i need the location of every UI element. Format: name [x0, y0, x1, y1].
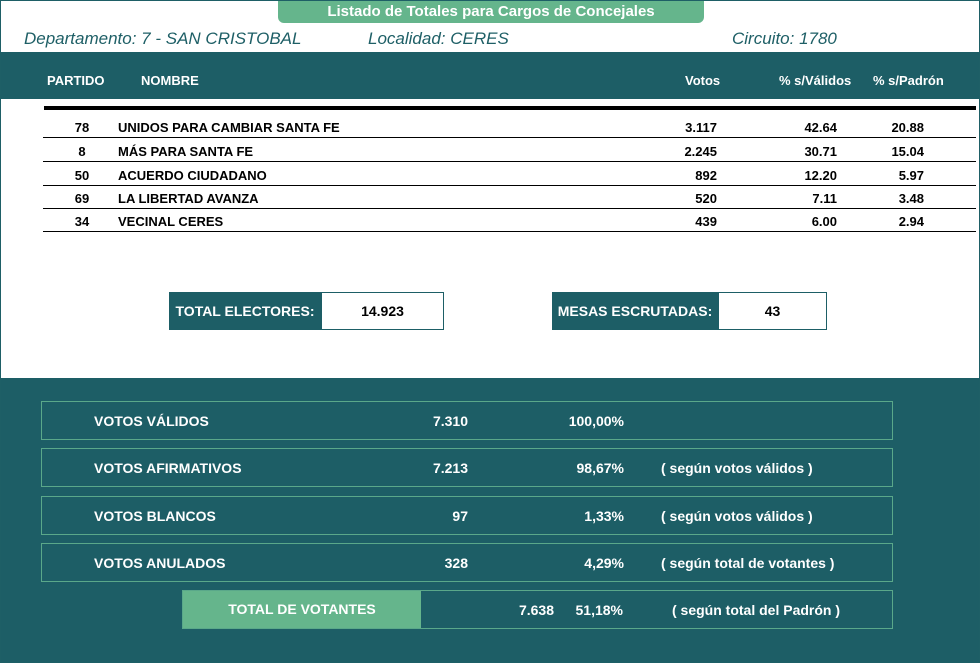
- total-electores-label: TOTAL ELECTORES:: [169, 292, 321, 330]
- cell-partido: 78: [74, 120, 90, 135]
- cell-votos: 439: [695, 214, 717, 229]
- summary-note: ( según votos válidos ): [661, 508, 813, 524]
- summary-row-anulados: VOTOS ANULADOS 328 4,29% ( según total d…: [41, 543, 893, 582]
- total-votantes-row: TOTAL DE VOTANTES 7.638 51,18% ( según t…: [182, 590, 893, 629]
- circuito-label: Circuito: 1780: [732, 29, 837, 48]
- cell-nombre: MÁS PARA SANTA FE: [118, 144, 254, 159]
- table-row: 50 ACUERDO CIUDADANO 892 12.20 5.97: [43, 162, 976, 186]
- summary-row-afirmativos: VOTOS AFIRMATIVOS 7.213 98,67% ( según v…: [41, 448, 893, 487]
- cell-validos: 6.00: [811, 214, 837, 229]
- total-votantes-note: ( según total del Padrón ): [672, 602, 841, 618]
- summary-note: ( según total de votantes ): [661, 555, 835, 571]
- cell-validos: 7.11: [812, 191, 837, 206]
- summary-label: VOTOS VÁLIDOS: [94, 413, 209, 429]
- summary-percent: 100,00%: [568, 413, 624, 429]
- mesas-escrutadas-value: 43: [718, 292, 827, 330]
- header-nombre: NOMBRE: [141, 73, 199, 88]
- cell-nombre: ACUERDO CIUDADANO: [118, 168, 267, 183]
- header-votos: Votos: [685, 73, 721, 88]
- table-header: PARTIDO NOMBRE Votos % s/Válidos % s/Pad…: [1, 52, 979, 99]
- mesas-escrutadas-label: MESAS ESCRUTADAS:: [552, 292, 718, 330]
- report-title: Listado de Totales para Cargos de Concej…: [278, 1, 704, 23]
- summary-number: 7.310: [432, 413, 468, 429]
- summary-percent: 1,33%: [584, 508, 624, 524]
- summary-label: VOTOS AFIRMATIVOS: [94, 460, 242, 476]
- table-row: 69 LA LIBERTAD AVANZA 520 7.11 3.48: [43, 185, 976, 209]
- table-row: 8 MÁS PARA SANTA FE 2.245 30.71 15.04: [43, 138, 976, 162]
- header-partido: PARTIDO: [47, 73, 105, 88]
- cell-votos: 3.117: [685, 120, 717, 135]
- cell-nombre: VECINAL CERES: [118, 214, 224, 229]
- summary-panel: [1, 378, 979, 662]
- summary-note: ( según votos válidos ): [661, 460, 813, 476]
- summary-number: 328: [444, 555, 468, 571]
- total-votantes-label: TOTAL DE VOTANTES: [183, 591, 421, 628]
- total-votantes-percent: 51,18%: [575, 602, 623, 618]
- cell-partido: 34: [74, 214, 90, 229]
- summary-number: 7.213: [432, 460, 468, 476]
- summary-percent: 4,29%: [584, 555, 624, 571]
- cell-partido: 8: [78, 144, 86, 159]
- summary-number: 97: [452, 508, 468, 524]
- total-votantes-number: 7.638: [518, 602, 554, 618]
- summary-label: VOTOS ANULADOS: [94, 555, 226, 571]
- cell-padron: 20.88: [891, 120, 924, 135]
- cell-votos: 2.245: [684, 144, 717, 159]
- summary-percent: 98,67%: [576, 460, 624, 476]
- table-row: 78 UNIDOS PARA CAMBIAR SANTA FE 3.117 42…: [43, 114, 976, 138]
- summary-label: VOTOS BLANCOS: [94, 508, 216, 524]
- cell-partido: 50: [74, 168, 90, 183]
- cell-validos: 42.64: [804, 120, 837, 135]
- cell-padron: 15.04: [891, 144, 924, 159]
- total-electores-value: 14.923: [321, 292, 444, 330]
- header-validos: % s/Válidos: [779, 73, 852, 88]
- cell-validos: 12.20: [804, 168, 837, 183]
- cell-padron: 2.94: [898, 214, 924, 229]
- summary-row-blancos: VOTOS BLANCOS 97 1,33% ( según votos vál…: [41, 496, 893, 535]
- table-row: 34 VECINAL CERES 439 6.00 2.94: [43, 208, 976, 232]
- cell-partido: 69: [74, 191, 90, 206]
- cell-votos: 520: [695, 191, 717, 206]
- cell-padron: 5.97: [898, 168, 924, 183]
- cell-validos: 30.71: [804, 144, 837, 159]
- summary-row-validos: VOTOS VÁLIDOS 7.310 100,00%: [41, 401, 893, 440]
- cell-padron: 3.48: [898, 191, 924, 206]
- table-top-rule: [44, 106, 976, 110]
- cell-nombre: UNIDOS PARA CAMBIAR SANTA FE: [118, 120, 340, 135]
- header-padron: % s/Padrón: [873, 73, 944, 88]
- localidad-label: Localidad: CERES: [368, 29, 509, 48]
- departamento-label: Departamento: 7 - SAN CRISTOBAL: [24, 29, 302, 48]
- cell-votos: 892: [695, 168, 717, 183]
- cell-nombre: LA LIBERTAD AVANZA: [118, 191, 259, 206]
